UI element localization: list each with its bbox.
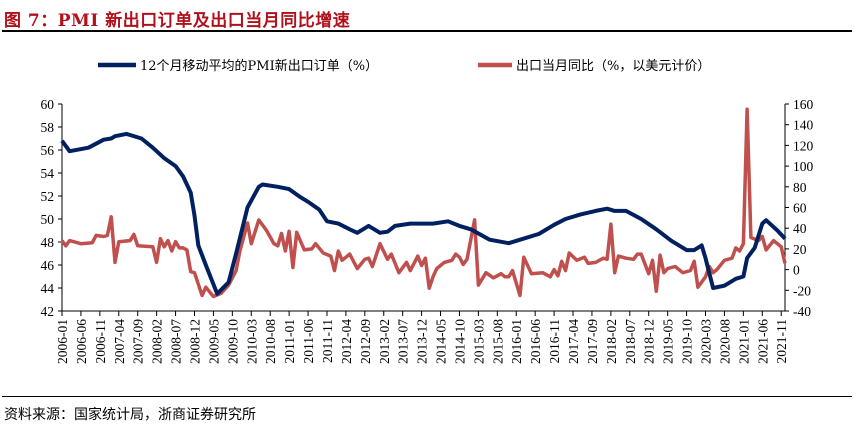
x-tick-label: 2019-05 [661, 319, 676, 364]
x-tick-label: 2021-06 [755, 319, 770, 364]
x-tick-label: 2006-01 [55, 319, 70, 364]
right-tick-label: 120 [793, 138, 814, 153]
x-tick-label: 2011-01 [282, 319, 297, 364]
left-tick-label: 42 [41, 304, 55, 319]
left-tick-label: 52 [41, 189, 55, 204]
exports-yoy-line [60, 107, 787, 299]
x-tick-label: 2013-02 [377, 319, 392, 364]
x-tick-label: 2011-11 [320, 319, 335, 363]
legend-label-pmi: 12个月移动平均的PMI新出口订单（%） [140, 58, 378, 74]
x-tick-label: 2020-08 [717, 319, 732, 364]
x-tick-label: 2011-06 [301, 319, 316, 364]
legend-label-exports: 出口当月同比（%，以美元计价） [516, 59, 710, 74]
left-tick-label: 44 [41, 281, 55, 296]
right-tick-label: -40 [793, 304, 811, 319]
right-tick-label: 140 [793, 118, 814, 133]
right-tick-label: -20 [793, 283, 811, 298]
x-tick-label: 2016-06 [528, 319, 543, 364]
left-tick-label: 54 [41, 166, 55, 181]
x-tick-label: 2013-07 [396, 319, 411, 364]
left-tick-label: 46 [41, 258, 55, 273]
x-tick-label: 2010-08 [263, 319, 278, 364]
left-tick-label: 58 [41, 120, 55, 135]
x-tick-label: 2020-03 [699, 319, 714, 364]
x-tick-label: 2016-11 [547, 319, 562, 364]
x-tick-label: 2014-05 [434, 319, 449, 364]
title-divider [2, 30, 852, 32]
x-tick-label: 2018-07 [623, 319, 638, 364]
right-tick-label: 40 [793, 221, 807, 236]
right-tick-label: 100 [793, 159, 814, 174]
x-tick-label: 2007-04 [112, 319, 127, 364]
x-tick-label: 2015-03 [471, 319, 486, 364]
source-note: 资料来源：国家统计局，浙商证券研究所 [4, 407, 256, 423]
x-tick-label: 2008-07 [169, 319, 184, 364]
x-tick-label: 2017-04 [566, 319, 581, 364]
right-tick-label: 60 [793, 201, 807, 216]
right-tick-label: 80 [793, 180, 807, 195]
x-tick-label: 2015-08 [490, 319, 505, 364]
x-tick-label: 2018-12 [642, 319, 657, 364]
x-tick-label: 2006-06 [74, 319, 89, 364]
x-tick-label: 2014-10 [452, 319, 467, 364]
x-tick-label: 2006-11 [93, 319, 108, 364]
x-tick-label: 2019-10 [680, 319, 695, 364]
left-tick-label: 56 [41, 143, 55, 158]
x-tick-label: 2007-09 [131, 319, 146, 364]
x-tick-label: 2008-02 [150, 319, 165, 364]
x-tick-label: 2009-10 [225, 319, 240, 364]
x-tick-label: 2017-09 [585, 319, 600, 364]
left-tick-label: 50 [41, 212, 55, 227]
x-tick-label: 2012-09 [358, 319, 373, 364]
x-tick-label: 2010-03 [244, 319, 259, 364]
x-tick-label: 2018-02 [604, 319, 619, 364]
right-tick-label: 20 [793, 242, 807, 257]
pmi-new-export-orders-line [60, 131, 787, 296]
x-tick-label: 2016-01 [509, 319, 524, 364]
source-divider [2, 396, 852, 397]
right-tick-label: 160 [793, 97, 814, 112]
x-tick-label: 2013-12 [415, 319, 430, 364]
legend: 12个月移动平均的PMI新出口订单（%） 出口当月同比（%，以美元计价） [98, 58, 710, 74]
x-tick-label: 2008-12 [187, 319, 202, 364]
figure-title: 图 7：PMI 新出口订单及出口当月同比增速 [4, 11, 351, 31]
x-tick-label: 2012-04 [339, 319, 354, 364]
right-tick-label: 0 [793, 263, 800, 278]
x-tick-label: 2009-05 [206, 319, 221, 364]
x-tick-label: 2021-11 [774, 319, 789, 364]
left-tick-label: 60 [41, 97, 55, 112]
x-tick-label: 2021-01 [736, 319, 751, 364]
left-tick-label: 48 [41, 235, 55, 250]
